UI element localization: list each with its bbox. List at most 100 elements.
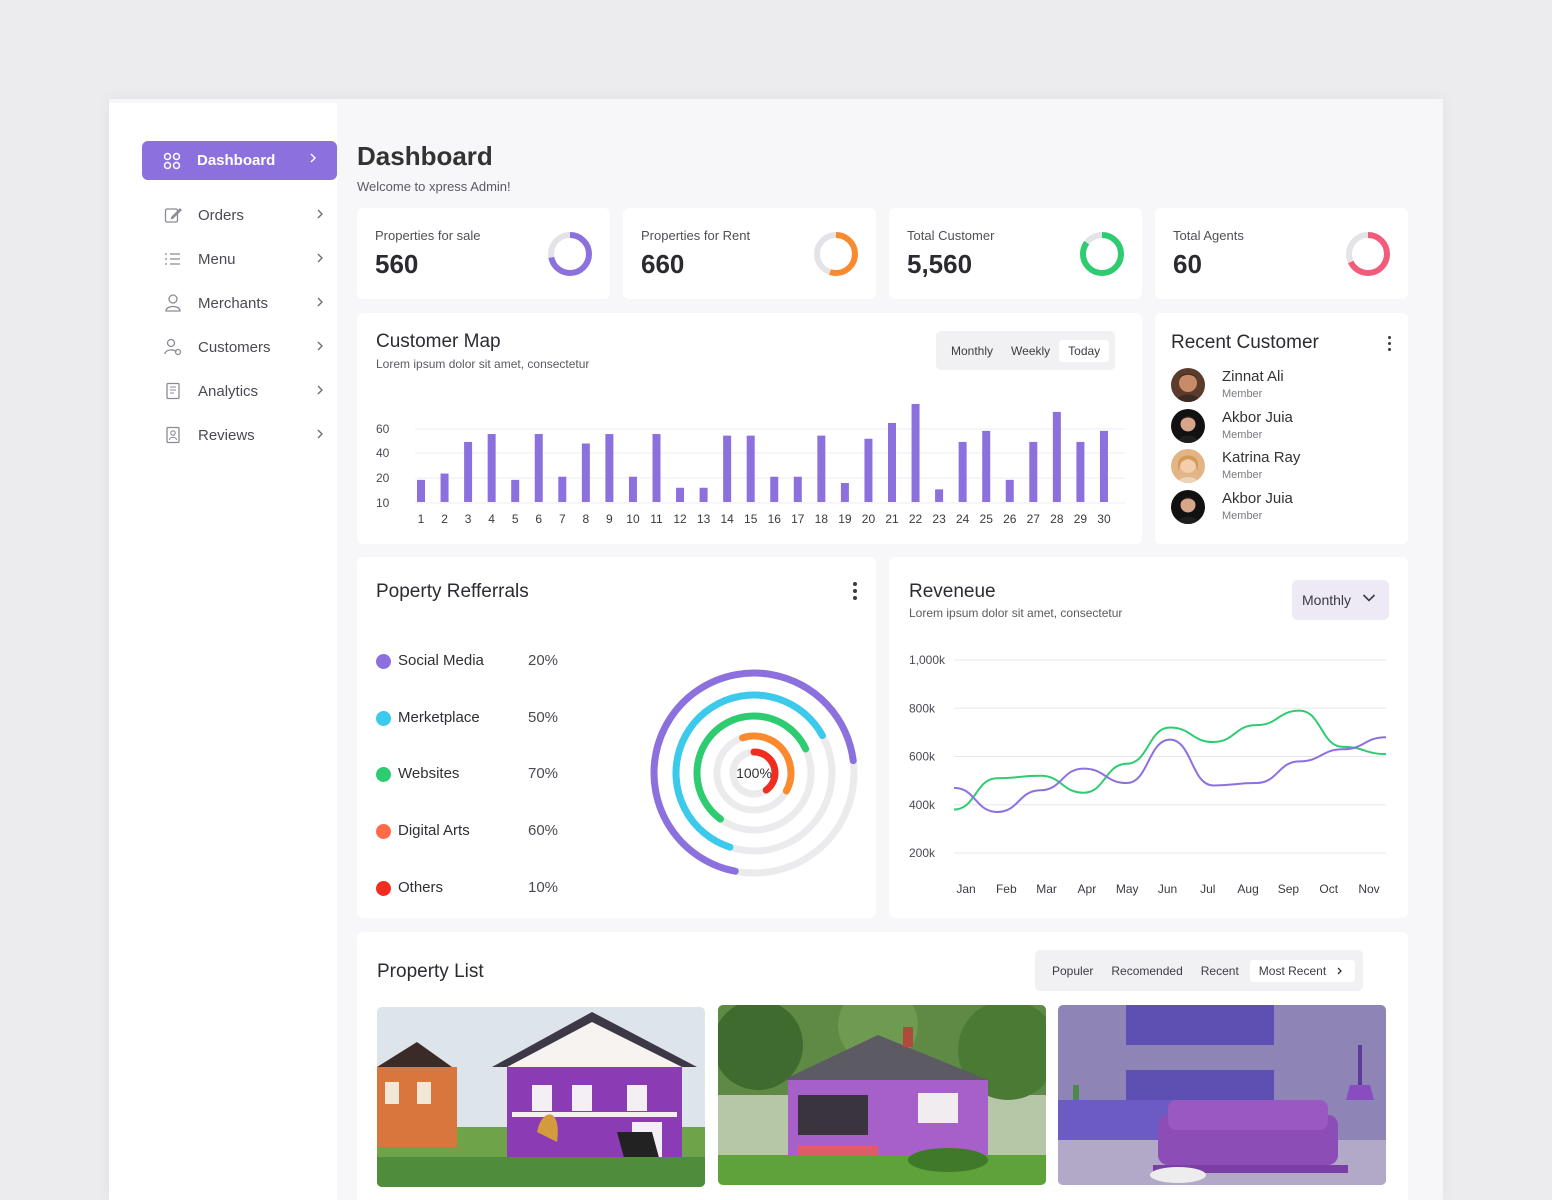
property-image[interactable] bbox=[718, 1005, 1046, 1185]
series-line bbox=[953, 736, 1387, 813]
x-tick-label: Apr bbox=[1078, 882, 1097, 896]
property-image[interactable] bbox=[377, 1007, 705, 1187]
sidebar-item-label: Menu bbox=[198, 250, 236, 268]
legend-dot bbox=[376, 881, 391, 896]
legend-dot bbox=[376, 824, 391, 839]
ring-progress bbox=[1346, 232, 1390, 276]
revenue-card: Reveneue Lorem ipsum dolor sit amet, con… bbox=[889, 557, 1408, 918]
property-image[interactable] bbox=[1058, 1005, 1386, 1185]
legend-dot bbox=[376, 767, 391, 782]
list-item[interactable]: Akbor Juia Member bbox=[1171, 490, 1371, 526]
period-tabs: Monthly Weekly Today bbox=[936, 331, 1116, 370]
bar bbox=[1005, 479, 1014, 502]
x-tick-label: 29 bbox=[1074, 512, 1088, 526]
sidebar-item-menu[interactable]: Menu bbox=[164, 244, 324, 274]
x-tick-label: 15 bbox=[744, 512, 758, 526]
list-item[interactable]: Zinnat Ali Member bbox=[1171, 368, 1371, 404]
stat-label: Properties for sale bbox=[375, 228, 481, 243]
bar bbox=[1029, 441, 1038, 502]
radial-arc bbox=[693, 712, 815, 834]
stat-card-total-agents: Total Agents 60 bbox=[1155, 208, 1408, 299]
sidebar-item-dashboard[interactable]: Dashboard bbox=[142, 141, 337, 180]
bar bbox=[1099, 430, 1108, 502]
x-tick-label: Aug bbox=[1237, 882, 1258, 896]
x-tick-label: 11 bbox=[650, 512, 663, 526]
tab-monthly[interactable]: Monthly bbox=[951, 343, 994, 358]
sidebar-item-customers[interactable]: Customers bbox=[164, 332, 324, 362]
customer-role: Member bbox=[1222, 429, 1263, 441]
tab-weekly[interactable]: Weekly bbox=[1011, 343, 1051, 358]
bar bbox=[723, 435, 732, 502]
review-icon bbox=[166, 426, 180, 444]
legend-item: Websites 70% bbox=[376, 764, 576, 784]
bar bbox=[982, 430, 991, 502]
y-tick-label: 60 bbox=[376, 422, 390, 436]
grid-icon bbox=[163, 152, 181, 169]
period-dropdown[interactable]: Monthly bbox=[1292, 580, 1389, 620]
customer-name: Zinnat Ali bbox=[1222, 368, 1284, 385]
bar bbox=[746, 435, 755, 502]
chevron-right-icon bbox=[317, 209, 323, 219]
card-title: Customer Map bbox=[376, 331, 501, 352]
x-tick-label: 12 bbox=[673, 512, 687, 526]
bar bbox=[440, 473, 449, 502]
card-subtitle: Lorem ipsum dolor sit amet, consectetur bbox=[376, 357, 590, 371]
sidebar-item-label: Customers bbox=[198, 338, 271, 356]
bar bbox=[699, 487, 708, 502]
sidebar-item-label: Orders bbox=[198, 206, 244, 224]
card-title: Property List bbox=[377, 961, 484, 982]
tab-recent[interactable]: Recent bbox=[1200, 963, 1239, 978]
stat-card-total-customer: Total Customer 5,560 bbox=[889, 208, 1142, 299]
recent-customer-card: Recent Customer Zinnat Ali Member Akbor … bbox=[1155, 313, 1408, 544]
legend-label: Others bbox=[398, 879, 444, 896]
chevron-right-icon bbox=[310, 153, 316, 163]
tab-most-recent[interactable]: Most Recent bbox=[1249, 959, 1356, 982]
sidebar-item-orders[interactable]: Orders bbox=[164, 200, 324, 230]
x-tick-label: 24 bbox=[956, 512, 970, 526]
stat-card-properties-rent: Properties for Rent 660 bbox=[623, 208, 876, 299]
more-options-icon[interactable] bbox=[852, 582, 858, 600]
bar bbox=[840, 483, 849, 502]
app-frame: Dashboard Orders Menu Merchants Customer… bbox=[109, 99, 1443, 1200]
bar bbox=[817, 435, 826, 502]
more-options-icon[interactable] bbox=[1386, 336, 1392, 354]
stat-value: 5,560 bbox=[907, 249, 973, 279]
legend-label: Websites bbox=[398, 765, 460, 782]
x-tick-label: 1 bbox=[418, 512, 425, 526]
tab-populer[interactable]: Populer bbox=[1052, 963, 1094, 978]
bar bbox=[935, 489, 944, 502]
donut-ring bbox=[814, 232, 858, 276]
x-tick-label: 13 bbox=[697, 512, 711, 526]
customer-map-card: Customer Map Lorem ipsum dolor sit amet,… bbox=[357, 313, 1142, 544]
list-icon bbox=[165, 253, 180, 265]
sidebar: Dashboard Orders Menu Merchants Customer… bbox=[109, 103, 337, 1200]
list-item[interactable]: Katrina Ray Member bbox=[1171, 449, 1371, 485]
tab-recomended[interactable]: Recomended bbox=[1111, 963, 1183, 978]
property-list-card: Property List Populer Recomended Recent … bbox=[357, 932, 1408, 1200]
x-tick-label: 4 bbox=[488, 512, 495, 526]
sidebar-item-reviews[interactable]: Reviews bbox=[164, 420, 324, 450]
x-tick-label: 25 bbox=[980, 512, 994, 526]
bar bbox=[464, 441, 473, 502]
x-tick-label: 8 bbox=[583, 512, 590, 526]
x-tick-label: Jun bbox=[1158, 882, 1177, 896]
stat-label: Properties for Rent bbox=[641, 228, 751, 243]
bar bbox=[911, 404, 920, 502]
x-tick-label: 21 bbox=[885, 512, 899, 526]
x-tick-label: 14 bbox=[720, 512, 734, 526]
donut-ring bbox=[548, 232, 592, 276]
legend-item: Social Media 20% bbox=[376, 651, 576, 671]
sidebar-item-label: Merchants bbox=[198, 294, 269, 312]
tab-today[interactable]: Today bbox=[1059, 339, 1110, 362]
list-item[interactable]: Akbor Juia Member bbox=[1171, 409, 1371, 445]
y-tick-label: 400k bbox=[909, 798, 936, 812]
sidebar-item-merchants[interactable]: Merchants bbox=[164, 288, 324, 318]
chevron-right-icon bbox=[317, 341, 323, 351]
x-tick-label: Jul bbox=[1200, 882, 1215, 896]
radial-arc bbox=[729, 748, 779, 798]
card-title: Recent Customer bbox=[1171, 332, 1319, 353]
donut-ring bbox=[1080, 232, 1124, 276]
y-tick-label: 600k bbox=[909, 750, 936, 764]
sidebar-item-analytics[interactable]: Analytics bbox=[164, 376, 324, 406]
